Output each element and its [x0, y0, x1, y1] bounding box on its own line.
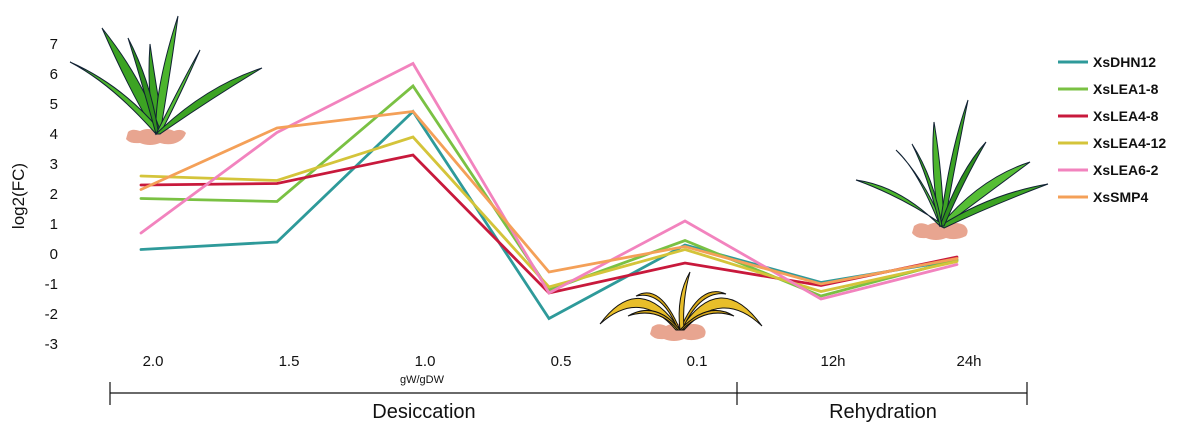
legend-label: XsDHN12 [1093, 54, 1156, 70]
x-axis-unit-label: gW/gDW [400, 374, 445, 386]
x-tick-label: 2.0 [143, 353, 164, 370]
x-axis: 2.0 1.5 1.0 0.5 0.1 12h 24h [143, 353, 982, 370]
y-tick-label: 1 [50, 216, 58, 233]
y-tick-label: -2 [45, 306, 58, 323]
legend-label: XsSMP4 [1093, 189, 1148, 205]
series-line-xslea6-2 [139, 61, 959, 301]
x-tick-label: 12h [820, 353, 845, 370]
legend-label: XsLEA4-12 [1093, 135, 1166, 151]
y-tick-label: 0 [50, 246, 58, 263]
y-tick-label: 7 [50, 36, 58, 53]
x-tick-label: 0.5 [551, 353, 572, 370]
y-tick-label: 6 [50, 66, 58, 83]
y-tick-label: 2 [50, 186, 58, 203]
legend-label: XsLEA6-2 [1093, 162, 1159, 178]
rehydrated-plant-icon-right [855, 99, 1049, 240]
section-label-rehydration: Rehydration [829, 401, 937, 423]
y-tick-label: 3 [50, 156, 58, 173]
y-tick-label: 4 [50, 126, 58, 143]
y-tick-label: -3 [45, 336, 58, 353]
y-tick-label: 5 [50, 96, 58, 113]
dry-plant-icon [599, 271, 763, 341]
x-tick-label: 24h [956, 353, 981, 370]
series-lines [139, 61, 959, 321]
legend-label: XsLEA4-8 [1093, 108, 1159, 124]
x-tick-label: 1.5 [279, 353, 300, 370]
x-tick-label: 1.0 [415, 353, 436, 370]
hydrated-plant-icon-left [69, 15, 263, 145]
x-tick-label: 0.1 [687, 353, 708, 370]
series-line-xslea4-12 [139, 135, 959, 293]
y-tick-label: -1 [45, 276, 58, 293]
section-brackets: Desiccation Rehydration [109, 382, 1028, 423]
legend-label: XsLEA1-8 [1093, 81, 1159, 97]
series-line-xssmp4 [139, 110, 959, 286]
series-line-xsdhn12 [139, 109, 959, 321]
y-axis: 7 6 5 4 3 2 1 0 -1 -2 -3 [45, 36, 58, 353]
legend: XsDHN12 XsLEA1-8 XsLEA4-8 XsLEA4-12 XsLEA6-2… [1058, 54, 1166, 205]
series-line-xslea1-8 [139, 83, 959, 298]
y-axis-title: log2(FC) [9, 163, 28, 229]
section-label-desiccation: Desiccation [372, 401, 475, 423]
